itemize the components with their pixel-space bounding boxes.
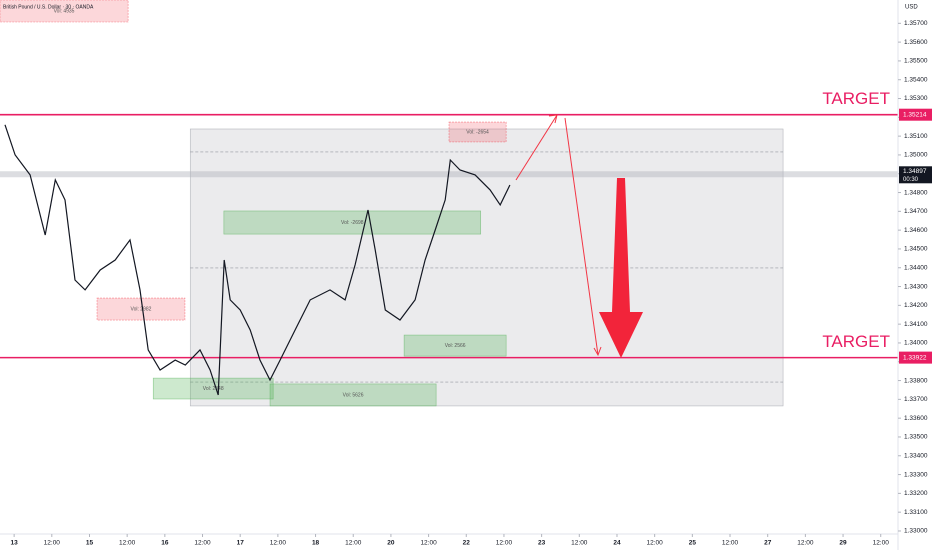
x-tick-label: 12:00 — [647, 540, 664, 547]
y-tick-label: 1.35700 — [904, 20, 928, 27]
volume-zone — [448, 121, 507, 143]
zone-label: Vol: 2566 — [445, 343, 466, 349]
y-tick-label: 1.35400 — [904, 76, 928, 83]
x-tick-label: 12:00 — [797, 540, 814, 547]
plot: TARGET TARGET — [0, 89, 898, 396]
x-tick-label: 12:00 — [571, 540, 588, 547]
x-tick-label: 12:00 — [345, 540, 362, 547]
x-tick-label: 12:00 — [722, 540, 739, 547]
volume-zone — [403, 334, 507, 357]
y-tick-label: 1.34800 — [904, 189, 928, 196]
zone-label: Vol: 2982 — [131, 306, 152, 312]
zone-label: Vol: 4935 — [54, 8, 75, 14]
y-tick-label: 1.35100 — [904, 133, 928, 140]
x-tick-label: 16 — [161, 540, 169, 547]
x-tick-label: 25 — [689, 540, 697, 547]
y-tick-label: 1.34000 — [904, 340, 928, 347]
y-tick-label: 1.34200 — [904, 302, 928, 309]
current-price-box — [899, 166, 932, 184]
x-tick-label: 12:00 — [119, 540, 136, 547]
x-tick-label: 24 — [613, 540, 621, 547]
x-tick-label: 23 — [538, 540, 546, 547]
current-price-label: 1.34897 — [903, 168, 927, 175]
symbol-title: British Pound / U.S. Dollar · 30 · OANDA — [3, 4, 94, 10]
y-tick-label: 1.34700 — [904, 208, 928, 215]
axes: 1.33000 1.33100 1.33200 1.33300 1.33400 1.335… — [11, 20, 932, 547]
x-tick-label: 12:00 — [420, 540, 437, 547]
x-tick-label: 12:00 — [496, 540, 513, 547]
zone-label: Vol: -2698 — [341, 220, 364, 226]
x-tick-label: 13 — [11, 540, 19, 547]
level-price-box — [899, 108, 932, 121]
y-tick-label: 1.34300 — [904, 283, 928, 290]
y-tick-label: 1.33700 — [904, 396, 928, 403]
volume-zone — [0, 0, 129, 23]
level-price-label: 1.33922 — [903, 354, 927, 361]
countdown: 00:30 — [903, 177, 919, 183]
y-tick-label: 1.33100 — [904, 509, 928, 516]
price-axis — [898, 0, 932, 550]
projection-arrows — [515, 114, 643, 358]
arrow-head — [548, 114, 558, 124]
target-text: TARGET — [822, 332, 890, 351]
y-tick-label: 1.33400 — [904, 452, 928, 459]
x-tick-label: 27 — [764, 540, 772, 547]
x-tick-label: 12:00 — [270, 540, 287, 547]
y-tick-label: 1.35000 — [904, 152, 928, 159]
y-tick-label: 1.34400 — [904, 264, 928, 271]
arrow-head — [593, 346, 602, 357]
y-tick-label: 1.33200 — [904, 490, 928, 497]
range-box — [189, 128, 784, 407]
y-tick-label: 1.35300 — [904, 95, 928, 102]
zone-label: Vol: 2348 — [203, 386, 224, 392]
volume-zone — [223, 210, 482, 235]
arrow-down — [564, 117, 599, 356]
price-line — [4, 124, 511, 396]
zone-label: Vol: 5626 — [343, 392, 364, 398]
volume-zone — [269, 383, 437, 407]
zones: Vol: 4935 Vol: 2982 Vol: 2348 Vol: 5626 Vol:… — [0, 0, 898, 407]
big-arrow — [599, 178, 643, 358]
zone-label: Vol: -2654 — [466, 129, 489, 135]
y-tick-label: 1.33300 — [904, 471, 928, 478]
y-tick-label: 1.33500 — [904, 434, 928, 441]
x-tick-label: 18 — [312, 540, 320, 547]
target-text: TARGET — [822, 89, 890, 108]
x-tick-label: 12:00 — [44, 540, 61, 547]
x-tick-label: 20 — [387, 540, 395, 547]
y-tick-label: 1.33600 — [904, 415, 928, 422]
y-tick-label: 1.33800 — [904, 377, 928, 384]
x-tick-label: 17 — [237, 540, 245, 547]
x-tick-label: 12:00 — [194, 540, 211, 547]
arrow-up — [515, 114, 558, 181]
y-tick-label: 1.34500 — [904, 246, 928, 253]
y-tick-label: 1.34100 — [904, 321, 928, 328]
level-price-box — [899, 351, 932, 364]
currency: USD — [905, 5, 918, 11]
y-tick-label: 1.35600 — [904, 39, 928, 46]
y-tick-label: 1.34600 — [904, 227, 928, 234]
y-tick-label: 1.33000 — [904, 528, 928, 535]
x-tick-label: 12:00 — [873, 540, 890, 547]
x-tick-label: 15 — [86, 540, 94, 547]
x-tick-label: 29 — [839, 540, 847, 547]
x-tick-label: 22 — [463, 540, 471, 547]
y-tick-label: 1.35500 — [904, 58, 928, 65]
level-price-label: 1.35214 — [903, 111, 927, 118]
